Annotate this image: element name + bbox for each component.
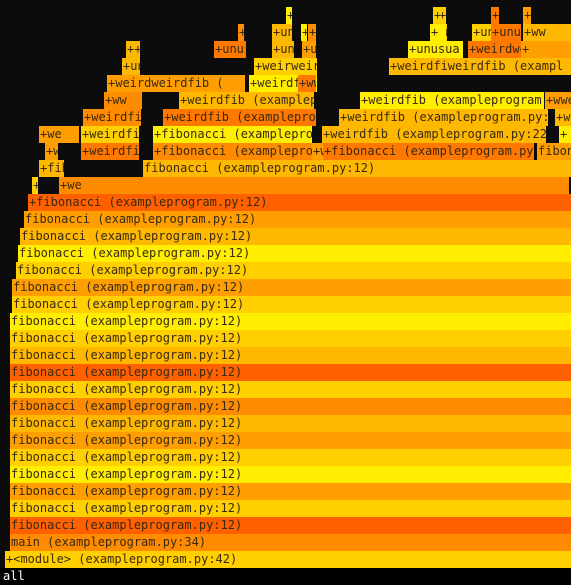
flame-frame-f62[interactable]: +unu bbox=[272, 24, 292, 41]
flame-frame-f67[interactable]: + bbox=[438, 7, 446, 24]
root-frame-all[interactable]: all bbox=[0, 568, 571, 585]
flame-frame-f64-x1[interactable]: +unu bbox=[491, 7, 499, 24]
flame-frame-f58-x0[interactable]: +u bbox=[433, 7, 441, 24]
flame-frame-f11[interactable]: fibonacci (exampleprogram.py:12) bbox=[10, 364, 571, 381]
flame-frame-f19[interactable]: fibonacci (exampleprogram.py:12) bbox=[20, 228, 571, 245]
flame-frame-f49[interactable]: +weirweirdfib bbox=[254, 58, 317, 75]
flame-frame-f48[interactable]: +unus bbox=[122, 58, 140, 75]
flame-frame-f37[interactable]: +weirdfib bbox=[83, 109, 141, 126]
flame-frame-f47[interactable]: +ww bbox=[298, 75, 316, 92]
flame-frame-f35[interactable]: +weirdfib (exampleprogram.py:22 bbox=[322, 126, 546, 143]
flame-frame-f21[interactable]: +fibonacci (exampleprogram.py:12) bbox=[28, 194, 571, 211]
flame-frame-f34[interactable]: +fibonacci (exampleprogr bbox=[153, 126, 312, 143]
flame-frame-f66[interactable]: + bbox=[286, 7, 292, 24]
flame-frame-f14[interactable]: fibonacci (exampleprogram.py:12) bbox=[10, 313, 571, 330]
flame-frame-f0[interactable]: +<module> (exampleprogram.py:42) bbox=[5, 551, 571, 568]
flame-frame-f24[interactable]: +fibonacci fibonacci (exampleprogram.py:… bbox=[39, 160, 64, 177]
flame-frame-f17[interactable]: fibonacci (exampleprogram.py:12) bbox=[16, 262, 571, 279]
flame-frame-f63[interactable]: +unus bbox=[308, 24, 316, 41]
flame-frame-f27[interactable]: +weirdfib bbox=[81, 143, 139, 160]
flame-frame-f33[interactable]: +weirdfi bbox=[81, 126, 139, 143]
flame-frame-f65[interactable]: + bbox=[430, 24, 446, 41]
flame-frame-f57[interactable]: + bbox=[521, 41, 571, 58]
flame-frame-f44[interactable]: +wwe bbox=[545, 92, 571, 109]
flame-frame-f66-x3[interactable]: + bbox=[301, 24, 307, 41]
flame-frame-f39[interactable]: +weirdfib (exampleprogram.py:22 bbox=[339, 109, 548, 126]
flame-frame-f22[interactable]: +fibfibonacci (exampleprogram.py:12) bbox=[32, 177, 38, 194]
flame-frame-f42[interactable]: +weirdfib (exampleprogram.py: bbox=[179, 92, 314, 109]
flame-frame-f57-x2[interactable]: + bbox=[523, 7, 531, 24]
flame-frame-f9[interactable]: fibonacci (exampleprogram.py:12) bbox=[10, 398, 571, 415]
flame-frame-f18[interactable]: fibonacci (exampleprogram.py:12) bbox=[18, 245, 571, 262]
flame-frame-f6[interactable]: fibonacci (exampleprogram.py:12) bbox=[10, 449, 571, 466]
flame-frame-f26[interactable]: +w bbox=[45, 143, 58, 160]
flame-frame-f30[interactable]: +fibonacci (exampleprogram.py:10 bbox=[323, 143, 534, 160]
flame-frame-f52[interactable]: +unu bbox=[214, 41, 246, 58]
flame-frame-f45[interactable]: +weirdweirdfib ( bbox=[107, 75, 245, 92]
flame-frame-f61[interactable]: + bbox=[238, 24, 244, 41]
flame-frame-f55[interactable]: +unusua bbox=[408, 41, 463, 58]
flame-frame-f5[interactable]: fibonacci (exampleprogram.py:12) bbox=[10, 466, 571, 483]
flame-frame-f12[interactable]: fibonacci (exampleprogram.py:12) bbox=[10, 347, 571, 364]
flame-frame-f2[interactable]: fibonacci (exampleprogram.py:12) bbox=[10, 517, 571, 534]
flame-frame-f7[interactable]: fibonacci (exampleprogram.py:12) bbox=[10, 432, 571, 449]
flame-frame-f31[interactable]: fibon bbox=[537, 143, 571, 160]
flame-frame-f53[interactable]: +unu bbox=[272, 41, 294, 58]
flame-frame-f4[interactable]: fibonacci (exampleprogram.py:12) bbox=[10, 483, 571, 500]
flame-frame-f40[interactable]: +w bbox=[555, 109, 571, 126]
flame-frame-f41[interactable]: +ww bbox=[104, 92, 142, 109]
flame-frame-f36[interactable]: + bbox=[559, 126, 571, 143]
flame-frame-f54[interactable]: +u bbox=[302, 41, 316, 58]
flame-frame-f1[interactable]: main (exampleprogram.py:34) bbox=[10, 534, 571, 551]
flame-frame-f64[interactable]: +unu bbox=[491, 24, 521, 41]
flame-frame-f32[interactable]: +we bbox=[39, 126, 79, 143]
flame-frame-f3[interactable]: fibonacci (exampleprogram.py:12) bbox=[10, 500, 571, 517]
flame-frame-f51[interactable]: ++ bbox=[126, 41, 140, 58]
flame-frame-f59[interactable]: +ww bbox=[523, 24, 571, 41]
flame-frame-f28[interactable]: +fibonacci (exampleprog bbox=[153, 143, 312, 160]
flame-frame-f25[interactable]: fibonacci (exampleprogram.py:12) bbox=[143, 160, 571, 177]
flame-frame-f20[interactable]: fibonacci (exampleprogram.py:12) bbox=[24, 211, 571, 228]
flame-frame-f10[interactable]: fibonacci (exampleprogram.py:12) bbox=[10, 381, 571, 398]
flame-frame-f15[interactable]: fibonacci (exampleprogram.py:12) bbox=[12, 296, 571, 313]
flame-frame-f23[interactable]: +we bbox=[59, 177, 569, 194]
flame-frame-f50[interactable]: +weirdfiweirdfib (exampl bbox=[389, 58, 571, 75]
flame-frame-f13[interactable]: fibonacci (exampleprogram.py:12) bbox=[10, 330, 571, 347]
flame-frame-f8[interactable]: fibonacci (exampleprogram.py:12) bbox=[10, 415, 571, 432]
flame-frame-f38[interactable]: +weirdfib (exampleprogr bbox=[163, 109, 316, 126]
flame-frame-f43[interactable]: +weirdfib (exampleprogram.py: bbox=[360, 92, 544, 109]
flame-frame-f16[interactable]: fibonacci (exampleprogram.py:12) bbox=[12, 279, 571, 296]
